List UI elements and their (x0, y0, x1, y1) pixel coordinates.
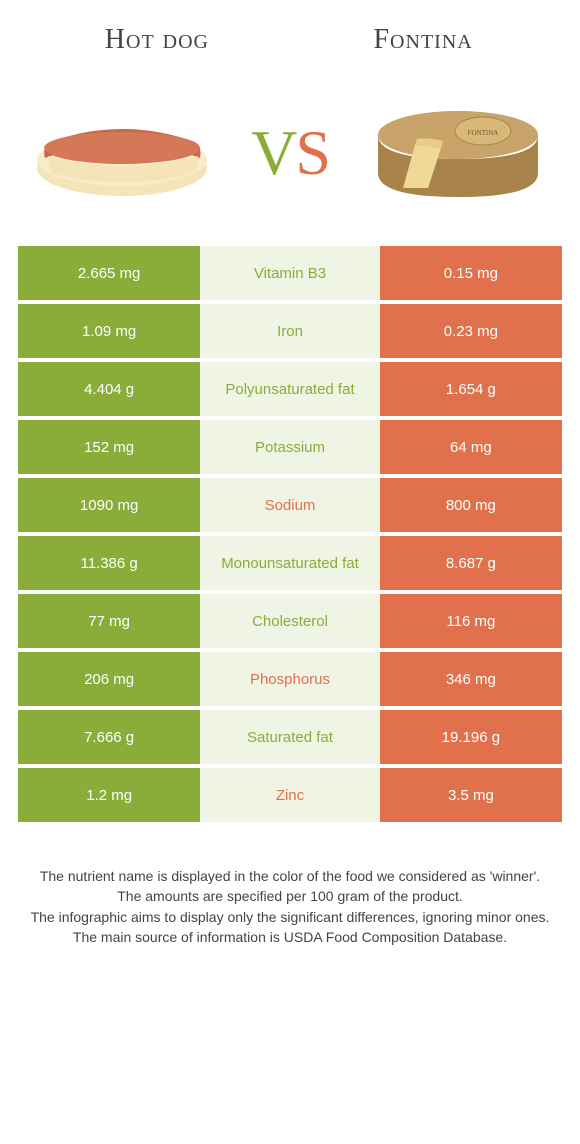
right-value: 1.654 g (380, 362, 562, 416)
footnote-line: The nutrient name is displayed in the co… (28, 866, 552, 886)
table-row: 152 mgPotassium64 mg (18, 420, 562, 474)
table-row: 4.404 gPolyunsaturated fat1.654 g (18, 362, 562, 416)
table-row: 1.09 mgIron0.23 mg (18, 304, 562, 358)
right-value: 116 mg (380, 594, 562, 648)
left-value: 11.386 g (18, 536, 200, 590)
left-food-title: Hot dog (48, 24, 266, 56)
right-value: 64 mg (380, 420, 562, 474)
left-value: 1.2 mg (18, 768, 200, 822)
nutrient-label: Polyunsaturated fat (200, 362, 380, 416)
table-row: 2.665 mgVitamin B30.15 mg (18, 246, 562, 300)
footnote-line: The infographic aims to display only the… (28, 907, 552, 927)
vs-s: S (295, 117, 329, 188)
hotdog-icon (30, 88, 215, 218)
right-value: 0.23 mg (380, 304, 562, 358)
nutrient-label: Iron (200, 304, 380, 358)
nutrient-label: Monounsaturated fat (200, 536, 380, 590)
left-value: 4.404 g (18, 362, 200, 416)
vs-label: VS (251, 116, 329, 190)
left-value: 77 mg (18, 594, 200, 648)
left-value: 206 mg (18, 652, 200, 706)
nutrient-label: Sodium (200, 478, 380, 532)
nutrient-label: Zinc (200, 768, 380, 822)
cheese-icon: FONTINA (365, 88, 550, 218)
nutrient-label: Saturated fat (200, 710, 380, 764)
nutrient-label: Vitamin B3 (200, 246, 380, 300)
left-value: 1090 mg (18, 478, 200, 532)
left-value: 2.665 mg (18, 246, 200, 300)
table-row: 1090 mgSodium800 mg (18, 478, 562, 532)
table-row: 1.2 mgZinc3.5 mg (18, 768, 562, 822)
left-value: 1.09 mg (18, 304, 200, 358)
footnote-line: The amounts are specified per 100 gram o… (28, 886, 552, 906)
right-value: 346 mg (380, 652, 562, 706)
left-value: 152 mg (18, 420, 200, 474)
right-food-title: Fontina (314, 24, 532, 56)
table-row: 11.386 gMonounsaturated fat8.687 g (18, 536, 562, 590)
nutrient-label: Potassium (200, 420, 380, 474)
footnote-line: The main source of information is USDA F… (28, 927, 552, 947)
right-value: 800 mg (380, 478, 562, 532)
nutrient-label: Phosphorus (200, 652, 380, 706)
table-row: 206 mgPhosphorus346 mg (18, 652, 562, 706)
footnote: The nutrient name is displayed in the co… (28, 866, 552, 947)
vs-v: V (251, 117, 295, 188)
nutrient-label: Cholesterol (200, 594, 380, 648)
right-value: 19.196 g (380, 710, 562, 764)
images-row: VS FONTINA (0, 68, 580, 246)
table-row: 7.666 gSaturated fat19.196 g (18, 710, 562, 764)
comparison-table: 2.665 mgVitamin B30.15 mg1.09 mgIron0.23… (18, 246, 562, 822)
left-value: 7.666 g (18, 710, 200, 764)
svg-text:FONTINA: FONTINA (467, 129, 498, 137)
right-value: 8.687 g (380, 536, 562, 590)
right-value: 0.15 mg (380, 246, 562, 300)
header: Hot dog Fontina (0, 0, 580, 68)
right-value: 3.5 mg (380, 768, 562, 822)
table-row: 77 mgCholesterol116 mg (18, 594, 562, 648)
